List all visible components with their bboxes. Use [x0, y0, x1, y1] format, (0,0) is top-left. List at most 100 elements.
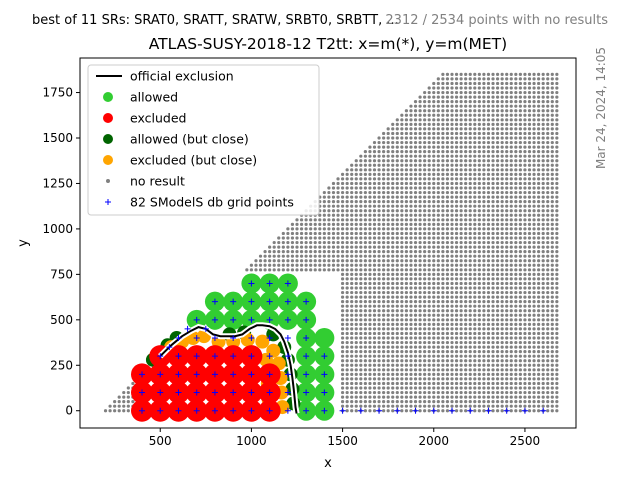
no-result-point: [537, 318, 541, 322]
no-result-point: [491, 409, 495, 413]
no-result-point: [464, 118, 468, 122]
no-result-point: [523, 181, 527, 186]
no-result-point: [345, 231, 349, 236]
no-result-point: [555, 122, 559, 126]
no-result-point: [464, 150, 468, 154]
no-result-point: [423, 345, 427, 349]
no-result-point: [450, 177, 454, 181]
no-result-point: [445, 400, 450, 404]
no-result-point: [391, 204, 395, 208]
no-result-point: [468, 122, 472, 126]
no-result-point: [486, 213, 491, 217]
no-result-point: [377, 345, 381, 349]
no-result-point: [423, 400, 427, 404]
no-result-point: [491, 190, 495, 195]
no-result-point: [527, 322, 532, 326]
no-result-point: [541, 72, 545, 76]
no-result-point: [450, 72, 454, 76]
no-result-point: [555, 336, 559, 340]
y-tick-label: 1250: [42, 176, 73, 190]
no-result-point: [304, 268, 308, 272]
no-result-point: [377, 313, 381, 317]
no-result-point: [541, 322, 545, 326]
no-result-point: [541, 222, 545, 226]
no-result-point: [505, 240, 509, 245]
no-result-point: [413, 386, 418, 390]
grid-point: [284, 407, 291, 414]
no-result-point: [382, 390, 386, 395]
no-result-point: [391, 190, 395, 195]
no-result-point: [473, 118, 477, 122]
no-result-point: [541, 172, 545, 176]
no-result-point: [468, 381, 472, 386]
no-result-point: [277, 259, 281, 263]
no-result-point: [450, 395, 454, 399]
no-result-point: [509, 172, 513, 176]
no-result-point: [450, 227, 454, 231]
no-result-point: [418, 345, 422, 349]
no-result-point: [413, 118, 418, 122]
no-result-point: [345, 240, 349, 245]
no-result-point: [377, 404, 381, 408]
no-result-point: [327, 259, 331, 263]
no-result-point: [359, 172, 363, 176]
no-result-point: [391, 281, 395, 286]
no-result-point: [541, 181, 545, 186]
no-result-point: [477, 186, 481, 190]
no-result-point: [555, 272, 559, 276]
no-result-point: [514, 345, 518, 349]
no-result-point: [491, 245, 495, 249]
no-result-point: [400, 163, 404, 167]
grid-point: [485, 407, 492, 414]
no-result-point: [464, 331, 468, 336]
no-result-point: [386, 172, 390, 176]
no-result-point: [436, 200, 440, 204]
no-result-point: [126, 386, 130, 390]
no-result-point: [495, 77, 500, 81]
no-result-point: [363, 295, 367, 299]
no-result-point: [372, 331, 377, 336]
no-result-point: [359, 181, 363, 186]
y-tick-label: 1500: [42, 131, 73, 145]
no-result-point: [432, 190, 436, 195]
no-result-point: [505, 181, 509, 186]
no-result-point: [514, 340, 518, 345]
no-result-point: [473, 72, 477, 76]
no-result-point: [495, 168, 500, 172]
no-result-point: [377, 390, 381, 395]
no-result-point: [350, 209, 354, 213]
no-result-point: [363, 263, 367, 267]
no-result-point: [404, 145, 409, 149]
no-result-point: [363, 345, 367, 349]
no-result-point: [555, 309, 559, 313]
no-result-point: [518, 295, 522, 299]
no-result-point: [413, 168, 418, 172]
no-result-point: [555, 363, 559, 367]
no-result-point: [477, 395, 481, 399]
no-result-point: [491, 140, 495, 145]
no-result-point: [505, 150, 509, 154]
no-result-point: [541, 113, 545, 117]
no-result-point: [468, 309, 472, 313]
no-result-point: [464, 372, 468, 376]
no-result-point: [395, 140, 399, 145]
no-result-point: [423, 127, 427, 131]
no-result-point: [495, 404, 500, 408]
no-result-point: [423, 340, 427, 345]
no-result-point: [482, 313, 486, 317]
no-result-point: [404, 400, 409, 404]
no-result-point: [441, 127, 445, 131]
no-result-point: [391, 213, 395, 217]
no-result-point: [295, 218, 299, 222]
no-result-point: [318, 236, 322, 240]
no-result-point: [473, 213, 477, 217]
no-result-point: [477, 181, 481, 186]
no-result-point: [495, 159, 500, 163]
legend-item: excluded: [103, 111, 186, 126]
grid-point: [248, 389, 255, 396]
no-result-point: [550, 250, 554, 254]
no-result-point: [122, 404, 126, 408]
no-result-point: [331, 250, 336, 254]
no-result-point: [468, 395, 472, 399]
no-result-point: [495, 309, 500, 313]
